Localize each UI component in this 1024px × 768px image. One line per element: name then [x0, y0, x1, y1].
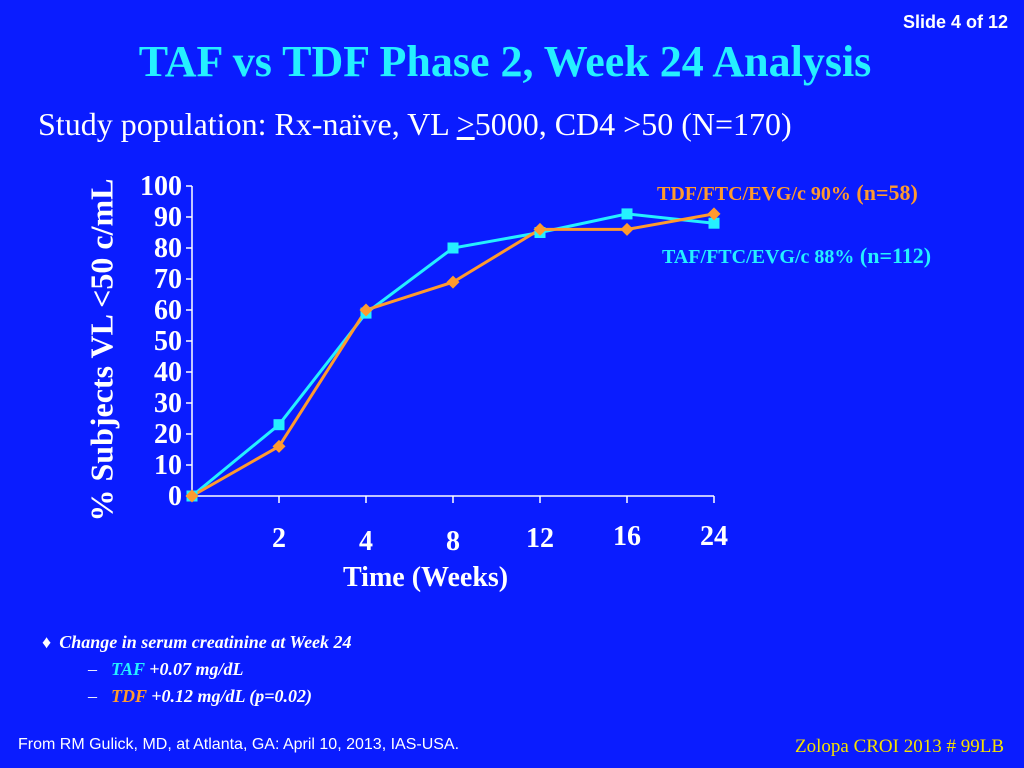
bullet-main-text: Change in serum creatinine at Week 24 [59, 632, 352, 652]
legend-tdf: TDF/FTC/EVG/c 90% (n=58) [657, 180, 918, 206]
x-tick-label: 16 [613, 521, 641, 552]
dash-icon: – [88, 659, 97, 679]
legend-tdf-n: (n=58) [850, 180, 918, 205]
y-tick-label: 0 [168, 481, 182, 512]
legend-taf-label: TAF/FTC/EVG/c 88% [662, 246, 855, 268]
y-tick-label: 60 [154, 295, 182, 326]
taf-data-point [447, 242, 459, 254]
bullet-tdf-value: +0.12 mg/dL (p=0.02) [146, 686, 313, 706]
series-line-tdf [191, 212, 715, 498]
slide-number: Slide 4 of 12 [902, 12, 1008, 32]
tdf-data-point [707, 207, 721, 221]
taf-data-point [708, 217, 720, 229]
tdf-data-point [446, 275, 460, 289]
subtitle-prefix: Study population: Rx-naïve, VL [38, 106, 457, 142]
legend-tdf-label: TDF/FTC/EVG/c 90% [657, 183, 851, 205]
tdf-data-point [533, 222, 547, 236]
source-footer: From RM Gulick, MD, at Atlanta, GA: Apri… [18, 736, 460, 753]
citation-footer: Zolopa CROI 2013 # 99LB [795, 736, 1004, 757]
subtitle-suffix: 5000, CD4 >50 (N=170) [474, 106, 792, 142]
y-tick-label: 30 [154, 388, 182, 419]
study-population-subtitle: Study population: Rx-naïve, VL >5000, CD… [38, 106, 792, 143]
bullet-taf: – TAF +0.07 mg/dL [42, 659, 352, 686]
y-tick-label: 40 [154, 357, 182, 388]
taf-data-point [273, 419, 285, 431]
y-tick-label: 10 [154, 450, 182, 481]
x-tick-label: 2 [272, 523, 286, 554]
series-line-taf [191, 212, 715, 498]
y-tick-label: 20 [154, 419, 182, 450]
tdf-data-point [185, 489, 199, 503]
legend-taf: TAF/FTC/EVG/c 88% (n=112) [662, 243, 931, 269]
x-tick-label: 4 [359, 526, 373, 557]
y-tick-label: 100 [140, 171, 182, 202]
x-tick-label: 12 [526, 523, 554, 554]
tdf-data-point [272, 439, 286, 453]
bullet-taf-value: +0.07 mg/dL [144, 659, 244, 679]
diamond-bullet-icon: ♦ [42, 632, 52, 652]
y-tick-label: 80 [154, 233, 182, 264]
dash-icon: – [88, 686, 97, 706]
tdf-data-point [359, 303, 373, 317]
x-tick-label: 24 [700, 521, 728, 552]
tdf-data-point [620, 222, 634, 236]
slide-title: TAF vs TDF Phase 2, Week 24 Analysis [138, 37, 872, 86]
y-axis-label: % Subjects VL <50 c/mL [83, 178, 120, 522]
subtitle-ge-symbol: > [456, 106, 475, 142]
x-tick-label: 8 [446, 526, 460, 557]
creatinine-bullets: ♦ Change in serum creatinine at Week 24 –… [42, 632, 352, 713]
bullet-tdf: – TDF +0.12 mg/dL (p=0.02) [42, 686, 352, 713]
y-tick-label: 50 [154, 326, 182, 357]
x-axis-label: Time (Weeks) [343, 562, 509, 593]
y-tick-label: 70 [154, 264, 182, 295]
bullet-tdf-drug: TDF [111, 686, 147, 706]
bullet-main: ♦ Change in serum creatinine at Week 24 [42, 632, 352, 659]
taf-data-point [621, 208, 633, 220]
y-tick-label: 90 [154, 202, 182, 233]
bullet-taf-drug: TAF [111, 659, 145, 679]
legend-taf-n: (n=112) [854, 243, 932, 268]
